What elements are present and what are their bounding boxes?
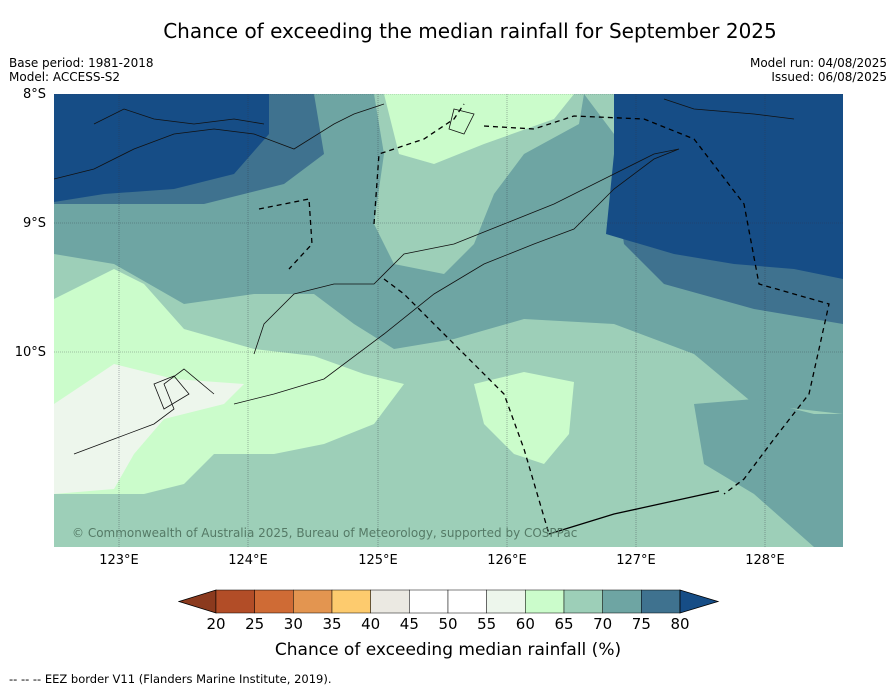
colorbar-title: Chance of exceeding median rainfall (%) — [274, 640, 622, 660]
colorbar-tick-label: 30 — [283, 615, 303, 633]
colorbar-segment — [447, 589, 487, 614]
zone-55-60 — [54, 364, 244, 494]
eez-border-solid — [548, 490, 720, 535]
colorbar-segment — [641, 589, 681, 614]
lat-label-10s: 10°S — [14, 345, 46, 360]
model-name: Model: ACCESS-S2 — [9, 70, 121, 84]
lon-label-125e: 125°E — [358, 553, 398, 568]
zone-65-70-south — [54, 269, 843, 547]
colorbar-tick-label: 20 — [206, 615, 226, 633]
copyright-text: © Commonwealth of Australia 2025, Bureau… — [72, 526, 578, 540]
lon-label-127e: 127°E — [616, 553, 656, 568]
colorbar-segment — [254, 589, 294, 614]
lon-label-126e: 126°E — [487, 553, 527, 568]
colorbar-tick-label: 75 — [631, 615, 651, 633]
colorbar-tick-label: 40 — [361, 615, 381, 633]
meta-left: Base period: 1981-2018 Model: ACCESS-S2 — [9, 56, 154, 84]
eez-border — [258, 103, 830, 535]
colorbar-segment — [409, 589, 449, 614]
colorbar-tick-label: 70 — [593, 615, 613, 633]
colorbar-tick-label: 55 — [477, 615, 497, 633]
footnote: -- -- -- EEZ border V11 (Flanders Marine… — [9, 672, 332, 686]
model-run: Model run: 04/08/2025 — [749, 56, 887, 70]
colorbar-tick-label: 50 — [438, 615, 458, 633]
colorbar-segment — [563, 589, 603, 614]
colorbar-segment — [331, 589, 371, 614]
colorbar-segment — [215, 589, 255, 614]
colorbar-segment — [486, 589, 526, 614]
colorbar-extend-high — [679, 589, 720, 614]
lon-label-124e: 124°E — [228, 553, 268, 568]
meta-right: Model run: 04/08/2025 Issued: 06/08/2025 — [750, 56, 887, 84]
colorbar-segment — [602, 589, 642, 614]
colorbar-tick-label: 45 — [399, 615, 419, 633]
colorbar — [178, 589, 720, 614]
base-period: Base period: 1981-2018 — [9, 56, 154, 70]
lat-label-8s: 8°S — [22, 87, 46, 102]
rainfall-map — [54, 94, 843, 547]
colorbar-extend-low — [178, 589, 217, 614]
zone-60-65-central — [474, 372, 574, 464]
colorbar-tick-label: 80 — [670, 615, 690, 633]
colorbar-tick-label: 65 — [554, 615, 574, 633]
colorbar-segment — [525, 589, 565, 614]
colorbar-tick-label: 35 — [322, 615, 342, 633]
zone-80-plus-east — [606, 94, 843, 279]
zone-60-65-north — [384, 94, 574, 164]
coastline — [54, 98, 795, 455]
colorbar-tick-label: 60 — [515, 615, 535, 633]
zone-70-75-southeast — [694, 399, 843, 547]
colorbar-segment — [370, 589, 410, 614]
issued-date: Issued: 06/08/2025 — [771, 70, 887, 84]
lat-label-9s: 9°S — [22, 216, 46, 231]
lon-label-123e: 123°E — [99, 553, 139, 568]
map-title: Chance of exceeding the median rainfall … — [163, 19, 777, 43]
lon-label-128e: 128°E — [745, 553, 785, 568]
colorbar-segment — [293, 589, 333, 614]
colorbar-tick-label: 25 — [245, 615, 265, 633]
